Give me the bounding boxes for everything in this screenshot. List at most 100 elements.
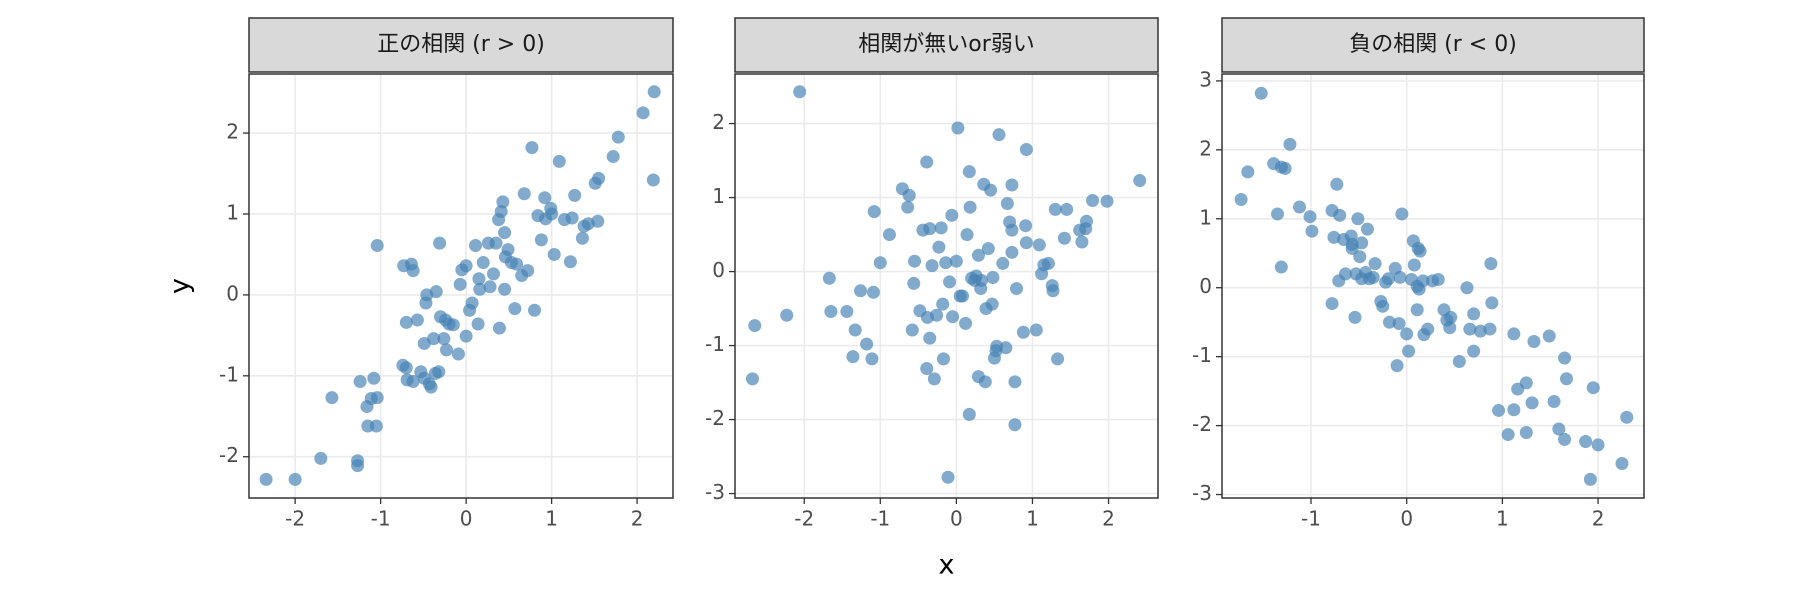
point (429, 285, 443, 299)
point (951, 121, 965, 135)
y-tick-label: 1 (712, 184, 725, 208)
point (846, 350, 860, 364)
point (367, 371, 381, 385)
point (902, 188, 916, 202)
point (1400, 327, 1414, 341)
point (848, 323, 862, 337)
strip-background (734, 17, 1159, 73)
point (882, 228, 896, 242)
point (1416, 274, 1430, 288)
y-tick-label: -1 (219, 362, 239, 386)
point (406, 374, 420, 388)
point (1303, 210, 1317, 224)
point (575, 231, 589, 245)
point (486, 267, 500, 281)
point (647, 85, 661, 99)
point (1527, 334, 1541, 348)
point (865, 352, 879, 366)
point (419, 296, 433, 310)
point (941, 470, 955, 484)
point (1345, 237, 1359, 251)
point (992, 128, 1006, 142)
point (1348, 310, 1362, 324)
point (1393, 270, 1407, 284)
point (1552, 422, 1566, 436)
point (934, 221, 948, 235)
point (1305, 224, 1319, 238)
point (1333, 208, 1347, 222)
point (974, 282, 988, 296)
point (1443, 321, 1457, 335)
point (494, 205, 508, 219)
point (1283, 137, 1297, 151)
point (592, 171, 606, 185)
point (923, 331, 937, 345)
point (1351, 212, 1365, 226)
point (984, 183, 998, 197)
x-tick-label: 1 (1026, 507, 1039, 531)
point (1485, 296, 1499, 310)
point (1005, 223, 1019, 237)
point (1133, 174, 1147, 188)
strip-title: 相関が無いor弱い (858, 32, 1035, 57)
point (1579, 434, 1593, 448)
point (1507, 403, 1521, 417)
strip-background (1221, 17, 1645, 73)
point (565, 211, 579, 225)
point (1254, 86, 1268, 100)
point (465, 296, 479, 310)
point (1586, 381, 1600, 395)
point (399, 315, 413, 329)
x-tick-label: 0 (950, 507, 963, 531)
point (1060, 202, 1074, 216)
point (1086, 194, 1100, 208)
point (399, 361, 413, 375)
point (860, 337, 874, 351)
x-tick-label: -2 (794, 507, 814, 531)
point (498, 282, 512, 296)
point (1355, 236, 1369, 250)
point (1278, 161, 1292, 175)
point (606, 150, 620, 164)
point (288, 472, 302, 486)
point (999, 341, 1013, 355)
point (840, 305, 854, 319)
point (492, 321, 506, 335)
point (1075, 235, 1089, 249)
point (1463, 322, 1477, 336)
point (1032, 238, 1046, 252)
point (517, 187, 531, 201)
point (370, 391, 384, 405)
point (867, 205, 881, 219)
point (793, 85, 807, 99)
point (962, 165, 976, 179)
point (854, 284, 868, 298)
point (424, 380, 438, 394)
point (370, 239, 384, 253)
point (525, 141, 539, 155)
panel-border (734, 73, 1159, 499)
point (1325, 297, 1339, 311)
point (552, 154, 566, 168)
point (563, 255, 577, 269)
point (989, 344, 1003, 358)
point (943, 275, 957, 289)
point (1330, 177, 1344, 191)
point (996, 256, 1010, 270)
point (472, 272, 486, 286)
point (1620, 410, 1634, 424)
point (433, 236, 447, 250)
point (325, 391, 339, 405)
y-tick-label: 0 (226, 281, 239, 305)
point (1008, 418, 1022, 432)
point (1421, 322, 1435, 336)
panel-border (1221, 73, 1645, 499)
point (901, 200, 915, 214)
point (927, 372, 941, 386)
point (1019, 142, 1033, 156)
point (1460, 281, 1474, 295)
point (1041, 256, 1055, 270)
point (591, 214, 605, 228)
point (1008, 375, 1022, 389)
